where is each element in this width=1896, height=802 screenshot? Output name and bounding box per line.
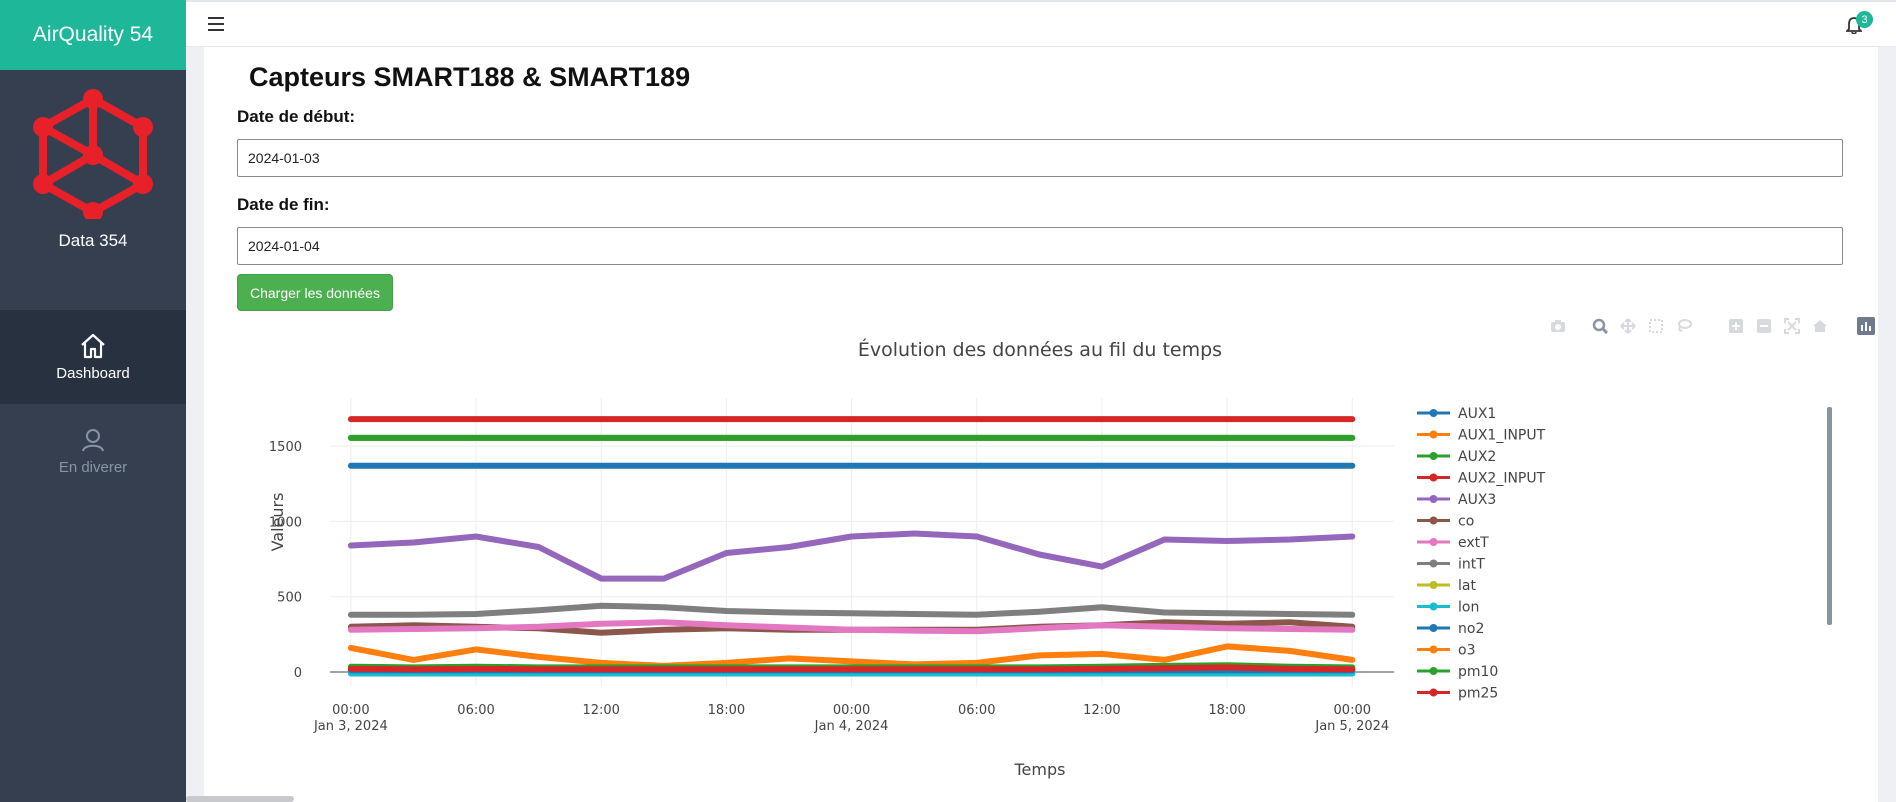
network-logo-icon — [33, 89, 153, 219]
legend-label: AUX2 — [1458, 449, 1496, 465]
series-line-extt — [347, 619, 1356, 635]
legend-label: o3 — [1458, 643, 1475, 659]
sidebar-item-en-diverer[interactable]: En diverer — [0, 404, 186, 498]
legend-label: AUX1 — [1458, 406, 1496, 422]
zoom-icon[interactable] — [1591, 317, 1609, 335]
y-tick-label: 1000 — [269, 515, 302, 530]
end-date-label: Date de fin: — [237, 195, 330, 214]
legend-label: pm10 — [1458, 664, 1498, 680]
lasso-icon[interactable] — [1675, 317, 1693, 335]
user-icon — [82, 428, 104, 451]
legend-swatch-marker — [1429, 430, 1438, 439]
series-line-aux3 — [347, 530, 1356, 582]
series-line-intt — [347, 602, 1356, 618]
chart-modebar — [1549, 315, 1875, 337]
pan-icon[interactable] — [1619, 317, 1637, 335]
legend-swatch-marker — [1429, 581, 1438, 589]
x-tick-label: 18:00 — [708, 703, 745, 718]
zoom-out-icon[interactable] — [1755, 317, 1773, 335]
chart-legend[interactable]: AUX1 AUX1_INPUT AUX2 AUX2_INPUT AUX3 co extT in… — [1417, 406, 1546, 702]
app-brand[interactable]: AirQuality 54 — [0, 0, 186, 70]
legend-swatch-marker — [1429, 473, 1438, 482]
x-tick-label: 12:00 — [582, 703, 619, 718]
logo-block: Data 354 — [0, 70, 186, 270]
legend-label: AUX3 — [1458, 492, 1496, 508]
reset-axes-icon[interactable] — [1811, 317, 1829, 335]
legend-swatch-marker — [1429, 602, 1438, 611]
legend-label: pm25 — [1458, 686, 1498, 702]
sidebar-item-dashboard[interactable]: Dashboard — [0, 310, 186, 404]
plotly-logo-icon[interactable] — [1857, 317, 1875, 335]
series-line-pm25 — [347, 664, 1356, 673]
x-tick-label: 12:00 — [1083, 703, 1120, 718]
horizontal-scrollbar[interactable] — [186, 796, 294, 802]
legend-swatch-marker — [1429, 516, 1438, 525]
main-panel: Capteurs SMART188 & SMART189 Date de déb… — [204, 47, 1878, 802]
end-date-input[interactable] — [237, 227, 1843, 265]
legend-swatch-marker — [1429, 495, 1438, 503]
legend-swatch-marker — [1429, 559, 1438, 568]
y-tick-label: 0 — [294, 666, 302, 681]
sidebar: AirQuality 54 Data 354 Dashboard En dive… — [0, 0, 186, 802]
hamburger-menu-icon[interactable] — [206, 15, 226, 33]
autoscale-icon[interactable] — [1783, 317, 1801, 335]
camera-icon[interactable] — [1549, 317, 1567, 335]
load-data-button[interactable]: Charger les données — [237, 274, 393, 311]
x-tick-sublabel: Jan 5, 2024 — [1314, 719, 1389, 734]
x-tick-label: 00:00 — [332, 703, 369, 718]
legend-scrollbar[interactable] — [1827, 407, 1832, 625]
start-date-label: Date de début: — [237, 107, 356, 126]
legend-swatch-marker — [1429, 409, 1438, 417]
logo-caption: Data 354 — [58, 231, 128, 250]
legend-swatch-marker — [1429, 667, 1438, 675]
legend-label: lat — [1458, 578, 1476, 594]
home-icon — [81, 333, 105, 358]
x-tick-label: 18:00 — [1208, 703, 1245, 718]
y-tick-label: 500 — [277, 591, 302, 606]
chart-title: Évolution des données au fil du temps — [858, 338, 1222, 361]
time-series-chart: Évolution des données au fil du temps 00… — [268, 338, 1832, 779]
x-axis-label: Temps — [1014, 760, 1066, 779]
start-date-input[interactable] — [237, 139, 1843, 177]
legend-swatch-marker — [1429, 538, 1438, 546]
sidebar-item-label: Dashboard — [56, 364, 130, 382]
legend-label: AUX1_INPUT — [1458, 428, 1546, 444]
legend-label: lon — [1458, 600, 1479, 616]
legend-label: extT — [1458, 535, 1489, 551]
legend-label: AUX2_INPUT — [1458, 471, 1546, 487]
legend-swatch-marker — [1429, 452, 1438, 460]
legend-label: co — [1458, 514, 1474, 530]
y-axis-label: Valeurs — [268, 493, 287, 552]
legend-swatch-marker — [1429, 645, 1438, 654]
x-tick-sublabel: Jan 4, 2024 — [814, 719, 889, 734]
notifications-button[interactable]: 3 — [1844, 11, 1873, 39]
legend-label: intT — [1458, 557, 1485, 573]
page-title: Capteurs SMART188 & SMART189 — [249, 62, 691, 92]
chart-plot-area — [347, 416, 1356, 677]
legend-swatch-marker — [1429, 688, 1438, 697]
top-bar: 3 — [186, 0, 1896, 47]
x-tick-label: 00:00 — [1334, 703, 1371, 718]
x-tick-label: 06:00 — [457, 703, 494, 718]
y-tick-label: 1500 — [269, 440, 302, 455]
x-tick-label: 06:00 — [958, 703, 995, 718]
legend-label: no2 — [1458, 621, 1484, 637]
x-tick-sublabel: Jan 3, 2024 — [313, 719, 388, 734]
sidebar-item-label: En diverer — [58, 458, 128, 476]
x-tick-label: 00:00 — [833, 703, 870, 718]
legend-swatch-marker — [1429, 624, 1438, 632]
zoom-in-icon[interactable] — [1727, 317, 1745, 335]
notification-badge: 3 — [1856, 11, 1873, 28]
series-line-o3 — [347, 643, 1356, 669]
box-select-icon[interactable] — [1647, 317, 1665, 335]
app-name: AirQuality 54 — [32, 23, 154, 46]
